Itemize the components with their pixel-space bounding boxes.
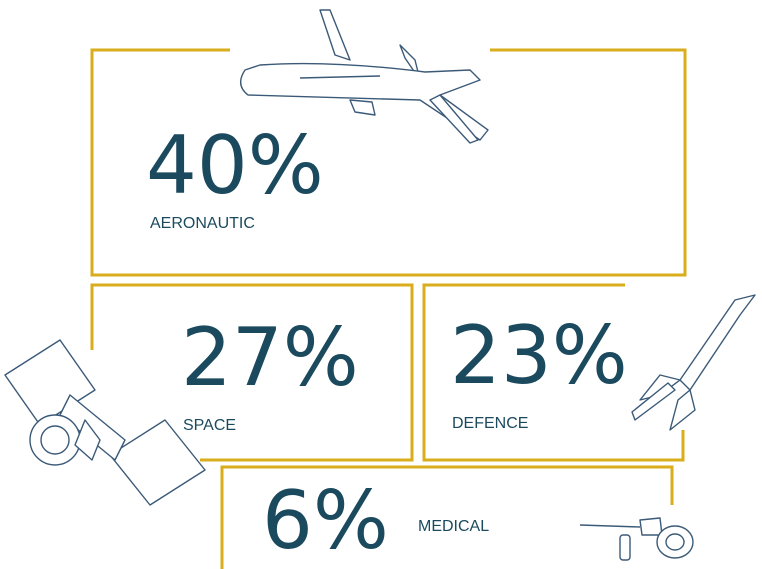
defence-frame bbox=[422, 283, 685, 462]
rocket-icon bbox=[631, 294, 756, 431]
space-frame bbox=[90, 283, 414, 462]
medical-value: 6% bbox=[262, 474, 389, 567]
aeronautic-frame bbox=[90, 48, 687, 277]
space-value: 27% bbox=[181, 311, 359, 404]
airplane-icon bbox=[240, 9, 489, 144]
aeronautic-label: AERONAUTIC bbox=[150, 215, 255, 232]
satellite-icon bbox=[4, 339, 206, 506]
medical-icon bbox=[579, 517, 694, 561]
defence-label: DEFENCE bbox=[452, 415, 528, 432]
space-label: SPACE bbox=[183, 417, 236, 434]
aeronautic-value: 40% bbox=[146, 119, 324, 212]
defence-value: 23% bbox=[450, 309, 628, 402]
medical-frame bbox=[220, 465, 674, 569]
medical-label: MEDICAL bbox=[418, 518, 489, 535]
